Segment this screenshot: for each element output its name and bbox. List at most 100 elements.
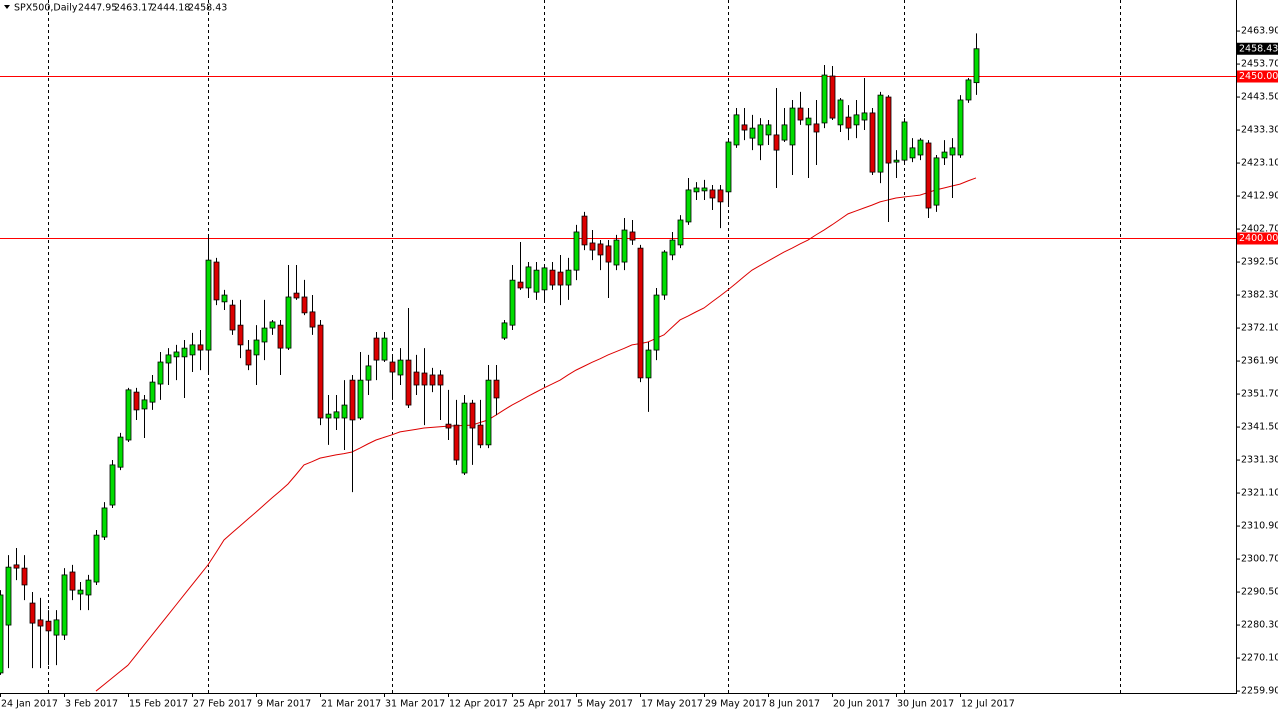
candle-body — [77, 589, 84, 595]
candle — [917, 138, 924, 161]
candle — [709, 185, 716, 210]
candle-body — [789, 107, 796, 146]
x-tick-label: 27 Feb 2017 — [193, 699, 252, 710]
candle-body — [285, 296, 292, 349]
candle-body — [261, 327, 268, 343]
candle — [557, 254, 564, 306]
header-low: 2444.18 — [151, 3, 190, 14]
candle — [877, 91, 884, 184]
candle — [605, 240, 612, 298]
candle-body — [133, 391, 140, 411]
candle-body — [253, 339, 260, 356]
candle — [869, 108, 876, 176]
candle-body — [861, 112, 868, 121]
candle — [829, 66, 836, 121]
candle — [581, 211, 588, 251]
price-label: 2458.43 — [1239, 43, 1278, 54]
header-high: 2463.17 — [114, 3, 153, 14]
candle-body — [413, 371, 420, 386]
candle — [149, 374, 156, 410]
candle-body — [757, 124, 764, 146]
y-tick-label: 2280.30 — [1241, 620, 1278, 631]
candle-body — [333, 411, 340, 419]
candle-body — [677, 219, 684, 246]
candle-body — [765, 124, 772, 136]
y-tick-label: 2270.10 — [1241, 653, 1278, 664]
candle — [197, 330, 204, 371]
candle — [533, 262, 540, 300]
candle-body — [421, 372, 428, 386]
candle-body — [173, 351, 180, 358]
candle — [493, 364, 500, 416]
candle — [661, 250, 668, 300]
symbol-menu-arrow[interactable] — [4, 5, 10, 9]
candle-body — [509, 279, 516, 326]
candle — [157, 352, 164, 400]
candle-body — [693, 187, 700, 193]
candle — [453, 399, 460, 465]
candle-body — [237, 324, 244, 346]
x-tick-label: 30 Jun 2017 — [897, 699, 954, 710]
candle — [221, 289, 228, 310]
candle — [645, 341, 652, 412]
candle-body — [909, 147, 916, 159]
candle — [965, 77, 972, 103]
candle — [181, 340, 188, 398]
candle-body — [645, 349, 652, 379]
candle-body — [917, 139, 924, 156]
candle-body — [565, 269, 572, 286]
candle — [957, 95, 964, 158]
candle — [693, 182, 700, 200]
candle-body — [501, 322, 508, 339]
candle-body — [5, 566, 12, 626]
candle-body — [189, 344, 196, 356]
candle — [541, 264, 548, 302]
candle — [117, 432, 124, 471]
candle-body — [925, 142, 932, 209]
x-tick-label: 29 May 2017 — [705, 699, 767, 710]
candle — [685, 177, 692, 225]
x-tick-label: 8 Jun 2017 — [769, 699, 820, 710]
candle — [93, 529, 100, 585]
candle-body — [469, 402, 476, 429]
y-tick-label: 2392.50 — [1241, 257, 1278, 268]
candle — [669, 231, 676, 261]
candle — [789, 99, 796, 176]
period-separators — [48, 0, 1121, 693]
candle-body — [661, 251, 668, 296]
candle-body — [365, 365, 372, 381]
candle — [565, 257, 572, 300]
candle — [29, 592, 36, 669]
candle — [381, 331, 388, 363]
candle — [477, 399, 484, 449]
candle — [109, 460, 116, 508]
candle-body — [805, 117, 812, 126]
candle-body — [317, 324, 324, 419]
candle-body — [245, 349, 252, 366]
candle-body — [205, 259, 212, 351]
candle-body — [349, 379, 356, 421]
candle-body — [453, 424, 460, 461]
candle-body — [637, 247, 644, 379]
candle — [349, 374, 356, 493]
candle — [317, 319, 324, 426]
candle-body — [773, 134, 780, 151]
candle-body — [629, 231, 636, 241]
candle-body — [125, 389, 132, 441]
candle — [125, 387, 132, 442]
candle-body — [373, 337, 380, 361]
candle-body — [741, 124, 748, 131]
candle — [421, 348, 428, 426]
candle — [613, 234, 620, 271]
candle-body — [493, 379, 500, 399]
candle — [901, 118, 908, 165]
candle-body — [429, 374, 436, 386]
candle — [21, 555, 28, 601]
y-tick-label: 2372.10 — [1241, 323, 1278, 334]
candle — [517, 242, 524, 290]
candle — [909, 138, 916, 163]
candle — [293, 264, 300, 300]
y-tick-label: 2300.70 — [1241, 554, 1278, 565]
header-open: 2447.95 — [78, 3, 117, 14]
